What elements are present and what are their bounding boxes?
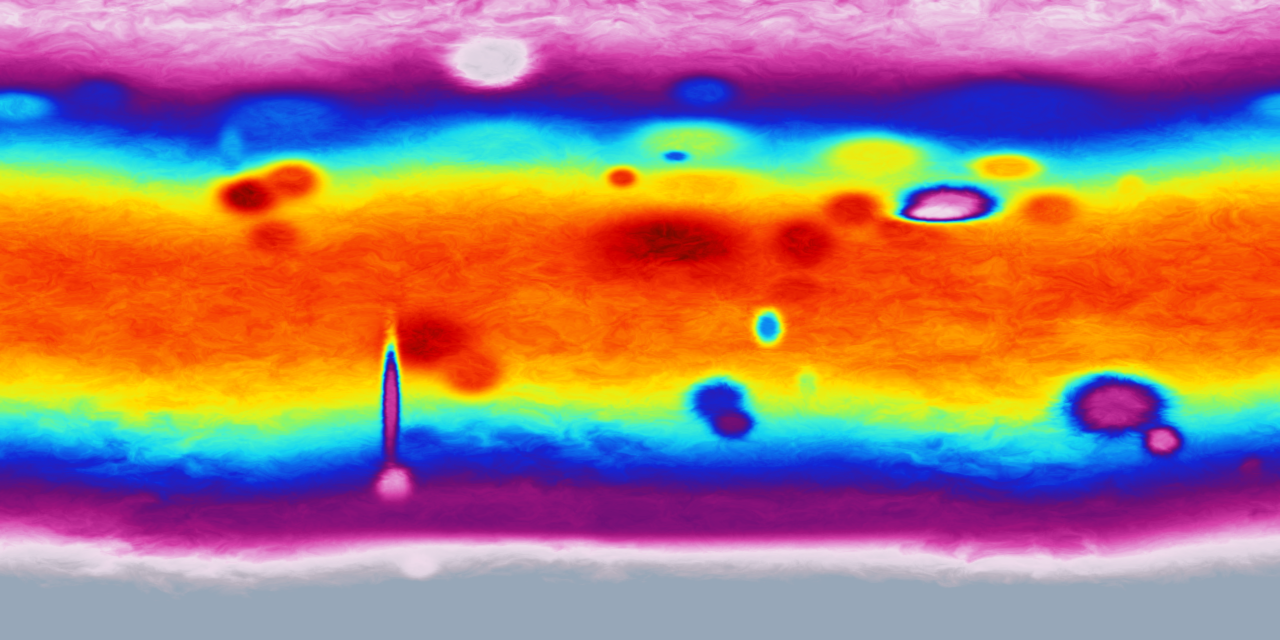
global-temperature-map xyxy=(0,0,1280,640)
temperature-heatmap-canvas xyxy=(0,0,1280,640)
